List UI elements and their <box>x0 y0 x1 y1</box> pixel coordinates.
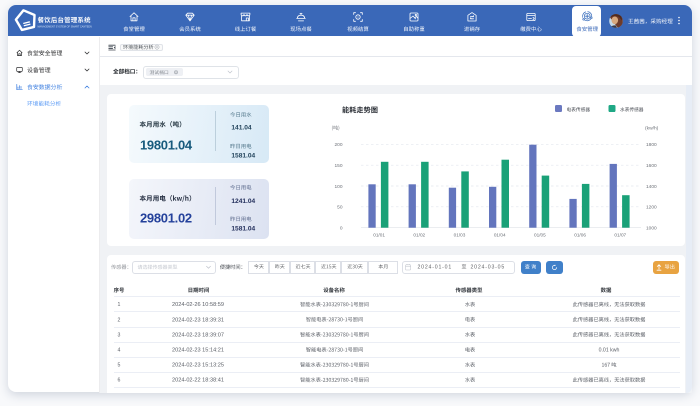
svg-text:50: 50 <box>337 205 343 211</box>
svg-text:1581.04: 1581.04 <box>231 225 255 232</box>
svg-text:2024-02-23 15:14:21: 2024-02-23 15:14:21 <box>172 348 224 354</box>
svg-text:1800: 1800 <box>646 142 657 148</box>
svg-text:01/03: 01/03 <box>454 232 466 237</box>
svg-text:3: 3 <box>118 332 121 338</box>
svg-text:150: 150 <box>334 163 342 169</box>
svg-text:MANAGEMENT SYSTEM OF SMART CAN: MANAGEMENT SYSTEM OF SMART CANTEEN <box>38 26 93 29</box>
svg-text:01/02: 01/02 <box>413 232 425 237</box>
svg-text:1400: 1400 <box>646 184 657 190</box>
svg-text:1581.04: 1581.04 <box>231 153 255 160</box>
svg-text:100: 100 <box>334 184 342 190</box>
svg-text:2024-02-23 15:13:25: 2024-02-23 15:13:25 <box>172 363 224 369</box>
svg-text:2024-02-23 18:39:31: 2024-02-23 18:39:31 <box>172 317 224 323</box>
svg-text:2024-02-23 18:39:07: 2024-02-23 18:39:07 <box>172 332 224 338</box>
svg-text:4: 4 <box>118 348 121 354</box>
svg-text:2: 2 <box>118 317 121 323</box>
svg-text:5: 5 <box>118 363 121 369</box>
svg-text:1241.04: 1241.04 <box>231 198 255 205</box>
svg-text:2024-03-05: 2024-03-05 <box>471 264 506 270</box>
svg-text:1200: 1200 <box>646 205 657 211</box>
svg-text:1: 1 <box>118 302 121 308</box>
svg-text:01/06: 01/06 <box>574 232 586 237</box>
svg-text:01/01: 01/01 <box>373 232 385 237</box>
svg-text:200: 200 <box>334 142 342 148</box>
svg-text:1000: 1000 <box>646 226 657 232</box>
svg-text:01/04: 01/04 <box>494 232 506 237</box>
svg-text:(kw/h): (kw/h) <box>645 126 659 132</box>
svg-text:0: 0 <box>340 226 343 232</box>
svg-text:2024-01-01: 2024-01-01 <box>418 264 453 270</box>
svg-text:0.01 kwh: 0.01 kwh <box>599 348 620 354</box>
svg-text:6: 6 <box>118 378 121 384</box>
svg-text:2024-02-22 18:38:41: 2024-02-22 18:38:41 <box>172 378 224 384</box>
svg-text:01/07: 01/07 <box>614 232 626 237</box>
svg-text:141.04: 141.04 <box>231 125 252 132</box>
svg-text:29801.02: 29801.02 <box>140 210 192 225</box>
svg-text:2024-02-26 10:58:59: 2024-02-26 10:58:59 <box>172 302 224 308</box>
svg-text:01/05: 01/05 <box>534 232 546 237</box>
svg-text:1600: 1600 <box>646 163 657 169</box>
svg-text:19801.04: 19801.04 <box>140 138 193 153</box>
